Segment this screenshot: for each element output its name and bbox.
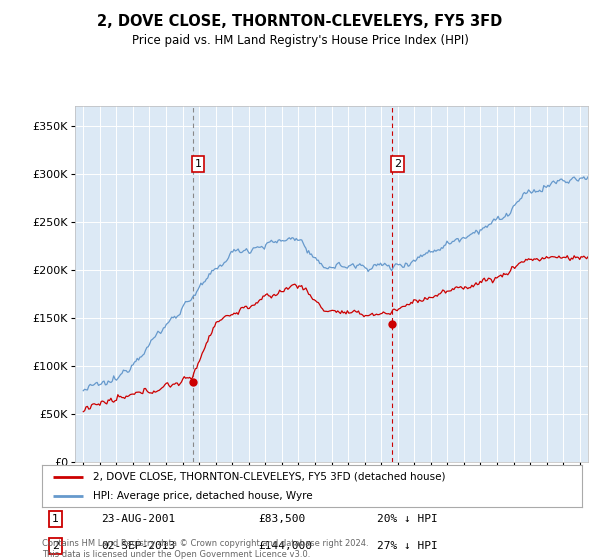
- Text: 02-SEP-2013: 02-SEP-2013: [101, 542, 176, 552]
- Text: 23-AUG-2001: 23-AUG-2001: [101, 514, 176, 524]
- Text: HPI: Average price, detached house, Wyre: HPI: Average price, detached house, Wyre: [94, 491, 313, 501]
- Text: 2, DOVE CLOSE, THORNTON-CLEVELEYS, FY5 3FD: 2, DOVE CLOSE, THORNTON-CLEVELEYS, FY5 3…: [97, 14, 503, 29]
- Text: 2: 2: [52, 542, 59, 552]
- Text: 2, DOVE CLOSE, THORNTON-CLEVELEYS, FY5 3FD (detached house): 2, DOVE CLOSE, THORNTON-CLEVELEYS, FY5 3…: [94, 472, 446, 482]
- Text: £83,500: £83,500: [258, 514, 305, 524]
- Text: 2: 2: [394, 159, 401, 169]
- Text: £144,000: £144,000: [258, 542, 312, 552]
- Text: Price paid vs. HM Land Registry's House Price Index (HPI): Price paid vs. HM Land Registry's House …: [131, 34, 469, 46]
- Text: 1: 1: [52, 514, 59, 524]
- Text: Contains HM Land Registry data © Crown copyright and database right 2024.
This d: Contains HM Land Registry data © Crown c…: [42, 539, 368, 559]
- Text: 20% ↓ HPI: 20% ↓ HPI: [377, 514, 437, 524]
- Text: 27% ↓ HPI: 27% ↓ HPI: [377, 542, 437, 552]
- Text: 1: 1: [194, 159, 202, 169]
- Bar: [193, 106, 392, 462]
